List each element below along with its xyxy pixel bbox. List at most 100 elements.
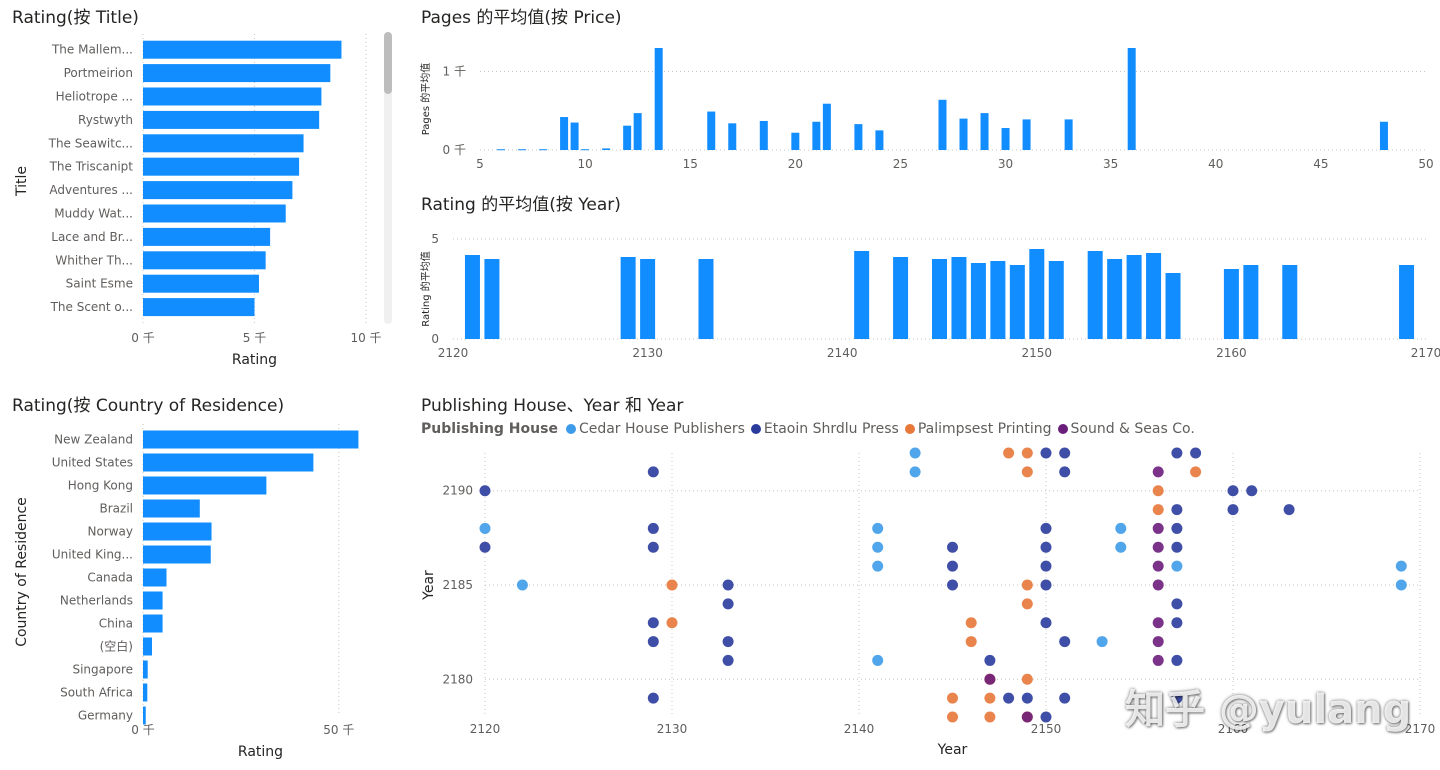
bar xyxy=(623,125,632,150)
legend-dot-icon xyxy=(750,424,761,434)
scatter-point xyxy=(1040,522,1052,534)
scatter-point xyxy=(1171,504,1183,516)
bar xyxy=(938,99,947,150)
legend-item-sound[interactable]: Sound & Seas Co. xyxy=(1057,421,1195,437)
legend-item-palimpsest[interactable]: Palimpsest Printing xyxy=(904,421,1052,437)
x-tick-label: 20 xyxy=(788,157,803,171)
bar xyxy=(143,204,286,223)
bar xyxy=(728,123,737,150)
bar xyxy=(143,476,267,495)
scatter-point xyxy=(1040,541,1052,553)
scatter-point xyxy=(1040,579,1052,591)
bar xyxy=(854,251,870,339)
title-rating-by-title: Rating(按 Title) xyxy=(12,8,139,28)
scatter-point xyxy=(872,541,884,553)
x-axis-title: Rating xyxy=(238,744,283,760)
bar xyxy=(143,499,200,518)
bar xyxy=(539,149,548,151)
category-label: United States xyxy=(52,456,133,470)
legend-item-etaoin[interactable]: Etaoin Shrdlu Press xyxy=(750,421,899,437)
scatter-point xyxy=(872,654,884,666)
x-tick-label: 2120 xyxy=(470,722,501,736)
bar xyxy=(143,637,153,656)
chart-rating-by-year: 0 5 2120 2130 2140 2150 2160 2170 Rating 的平均值 xyxy=(419,232,1440,360)
bar xyxy=(959,118,968,150)
bar xyxy=(581,149,590,151)
bar xyxy=(143,683,148,702)
scatter-point xyxy=(947,711,958,723)
scatter-point xyxy=(1059,447,1071,459)
scatter-point xyxy=(1059,636,1071,648)
scrollbar-track[interactable] xyxy=(384,32,392,324)
bar xyxy=(1243,265,1259,339)
bar xyxy=(620,257,636,339)
bar xyxy=(1146,253,1162,339)
bar xyxy=(143,40,342,59)
scatter-point xyxy=(909,447,921,459)
scatter-point xyxy=(1115,522,1127,534)
legend-dot-icon xyxy=(1057,424,1068,434)
scrollbar-thumb[interactable] xyxy=(384,32,392,94)
x-tick-label: 15 xyxy=(683,157,698,171)
bar xyxy=(143,64,331,83)
x-axis-title: Year xyxy=(937,742,968,758)
scatter-point xyxy=(947,579,958,591)
scatter-point xyxy=(1171,654,1183,666)
bar xyxy=(980,113,989,150)
scatter-point xyxy=(1152,654,1164,666)
bar xyxy=(464,255,480,339)
category-label: South Africa xyxy=(60,686,133,700)
bar xyxy=(143,660,148,679)
bar xyxy=(1165,273,1181,339)
scatter-point xyxy=(647,522,659,534)
scatter-point xyxy=(1190,447,1202,459)
x-tick-label: 2130 xyxy=(657,722,688,736)
scatter-point xyxy=(1227,485,1239,497)
category-label: Brazil xyxy=(100,502,134,516)
scatter-point xyxy=(1395,560,1407,572)
bar xyxy=(143,251,266,270)
bar xyxy=(633,113,642,150)
bar xyxy=(1399,265,1415,339)
scatter-point xyxy=(1096,636,1108,648)
scatter-point xyxy=(1040,711,1052,723)
scatter-point xyxy=(1021,598,1033,610)
legend-label: Etaoin Shrdlu Press xyxy=(763,421,899,437)
title-pages-by-price: Pages 的平均值(按 Price) xyxy=(421,8,622,28)
bar xyxy=(1087,251,1103,339)
x-tick-label: 30 xyxy=(998,157,1013,171)
x-tick-label: 5 千 xyxy=(243,331,266,345)
scatter-point xyxy=(1040,447,1052,459)
scatter-point xyxy=(516,579,528,591)
bar xyxy=(707,111,716,150)
bar xyxy=(143,545,211,564)
x-axis-title: Rating xyxy=(232,352,277,368)
scatter-legend: Publishing House Cedar House Publishers … xyxy=(421,421,1201,437)
scatter-point xyxy=(947,541,958,553)
x-tick-label: 35 xyxy=(1103,157,1118,171)
chart-scatter: 2120 2130 2140 2150 2160 2170 2180 2185 2190 Year… xyxy=(421,447,1436,758)
legend-dot-icon xyxy=(565,424,576,434)
bar xyxy=(143,453,314,472)
bar xyxy=(1022,119,1031,150)
category-label: Singapore xyxy=(72,663,133,677)
scatter-point xyxy=(1152,579,1164,591)
category-label: Muddy Wat... xyxy=(54,207,133,221)
chart-rating-by-title: 0 千 5 千 10 千 The Mallem... Portmeirion Heliot… xyxy=(14,34,382,368)
scatter-point xyxy=(947,692,958,704)
legend-item-cedar[interactable]: Cedar House Publishers xyxy=(565,421,745,437)
x-tick-label: 2170 xyxy=(1405,722,1436,736)
scatter-point xyxy=(722,598,734,610)
scatter-point xyxy=(1152,466,1164,478)
scatter-point xyxy=(1152,560,1164,572)
category-label: Netherlands xyxy=(60,594,133,608)
scatter-point xyxy=(1003,692,1015,704)
y-tick-label: 0 xyxy=(431,332,439,346)
legend-label: Palimpsest Printing xyxy=(917,421,1052,437)
category-label: Portmeirion xyxy=(64,66,133,80)
x-tick-label: 0 千 xyxy=(131,723,154,737)
bar xyxy=(1048,261,1064,339)
x-tick-label: 2150 xyxy=(1022,346,1053,360)
scatter-point xyxy=(1395,579,1407,591)
bar xyxy=(1001,128,1010,150)
